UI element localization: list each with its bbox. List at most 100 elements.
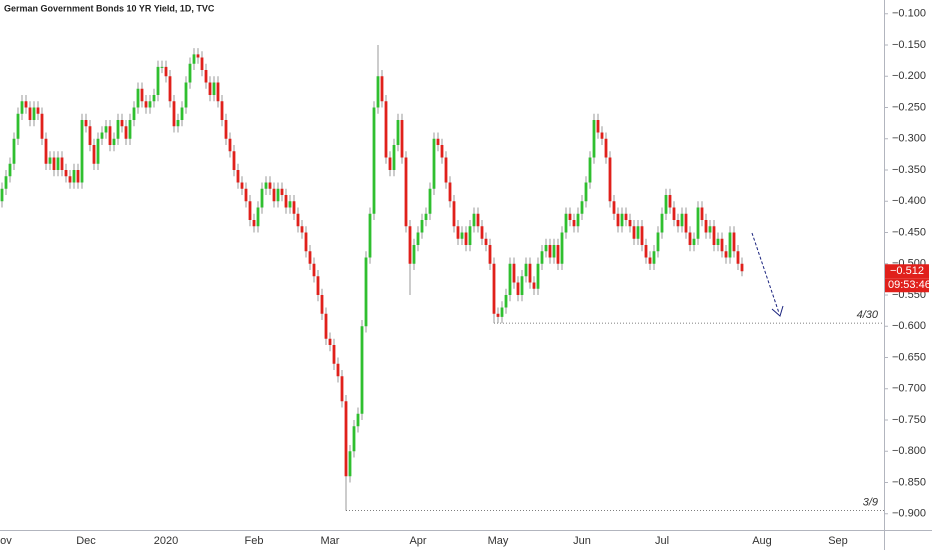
x-tick-label: Jun xyxy=(573,535,591,547)
candle-body xyxy=(524,263,528,277)
candle-body xyxy=(220,101,224,120)
candle-body xyxy=(528,263,532,283)
candle-body xyxy=(656,232,660,252)
candle-body xyxy=(512,263,516,283)
candle-body xyxy=(268,182,272,189)
candle-body xyxy=(160,66,164,68)
x-tick-label: Aug xyxy=(752,535,772,547)
candle-body xyxy=(80,120,84,183)
candle-body xyxy=(612,201,616,214)
candle-body xyxy=(408,226,412,264)
candle-body xyxy=(684,213,688,233)
y-tick-label: −0.900 xyxy=(892,508,926,520)
candle-body xyxy=(28,107,32,120)
candle-body xyxy=(244,188,248,202)
candle-body xyxy=(516,282,520,295)
candle-body xyxy=(300,226,304,233)
candle-body xyxy=(568,213,572,220)
candle-body xyxy=(420,220,424,233)
candle-body xyxy=(520,276,524,295)
candle-body xyxy=(352,426,356,452)
candle-body xyxy=(64,170,68,177)
candle-body xyxy=(692,238,696,245)
annotation-label: 4/30 xyxy=(857,309,879,321)
candle-body xyxy=(380,76,384,102)
candle-body xyxy=(360,326,364,414)
annotation-label: 3/9 xyxy=(863,497,878,509)
candle-body xyxy=(492,263,496,314)
candle-body xyxy=(280,188,284,195)
candle-body xyxy=(292,201,296,214)
candle-body xyxy=(248,201,252,220)
candle-body xyxy=(740,263,744,272)
candle-body xyxy=(448,182,452,202)
candle-body xyxy=(236,170,240,183)
candle-body xyxy=(168,76,172,102)
candles xyxy=(0,45,744,511)
candle-body xyxy=(700,207,704,220)
candle-body xyxy=(120,120,124,127)
candle-body xyxy=(152,95,156,102)
candle-body xyxy=(164,66,168,77)
candle-body xyxy=(184,82,188,108)
candle-body xyxy=(348,451,352,477)
candle-body xyxy=(252,220,256,227)
candle-body xyxy=(16,113,20,139)
candle-body xyxy=(48,157,52,164)
candle-body xyxy=(84,120,88,127)
candle-body xyxy=(108,126,112,145)
candle-body xyxy=(88,126,92,145)
candle-body xyxy=(576,213,580,227)
y-tick-label: −0.350 xyxy=(892,164,926,176)
candle-body xyxy=(672,207,676,220)
candle-body xyxy=(188,63,192,83)
candle-body xyxy=(712,226,716,245)
candle-body xyxy=(732,232,736,252)
candle-body xyxy=(460,232,464,239)
candle-body xyxy=(504,295,508,308)
candle-body xyxy=(124,126,128,139)
candle-body xyxy=(532,282,536,289)
candle-body xyxy=(320,295,324,314)
candle-body xyxy=(56,157,60,170)
candle-body xyxy=(436,138,440,145)
candle-body xyxy=(724,251,728,258)
candle-body xyxy=(340,376,344,402)
candle-body xyxy=(176,120,180,127)
candle-body xyxy=(52,157,56,170)
candle-body xyxy=(12,138,16,164)
candle-body xyxy=(216,82,220,102)
candle-body xyxy=(720,238,724,252)
candle-body xyxy=(404,157,408,227)
candle-body xyxy=(308,251,312,264)
candle-body xyxy=(580,201,584,214)
x-tick-label: Feb xyxy=(245,535,264,547)
candle-body xyxy=(620,213,624,227)
candle-body xyxy=(148,101,152,108)
x-tick-label: Jul xyxy=(655,535,669,547)
candle-body xyxy=(728,232,732,258)
candle-body xyxy=(444,157,448,183)
candle-body xyxy=(368,213,372,258)
candle-body xyxy=(716,238,720,245)
candle-body xyxy=(464,232,468,245)
y-tick-label: −0.850 xyxy=(892,476,926,488)
arrow-head xyxy=(771,305,784,317)
candle-body xyxy=(604,138,608,158)
candle-body xyxy=(688,232,692,245)
x-tick-label: Dec xyxy=(76,535,96,547)
candle-body xyxy=(24,101,28,108)
candle-body xyxy=(476,213,480,227)
candle-body xyxy=(40,113,44,139)
candle-body xyxy=(140,88,144,102)
x-tick-label: 2020 xyxy=(154,535,178,547)
candle-body xyxy=(632,226,636,239)
candle-body xyxy=(200,57,204,70)
candle-body xyxy=(484,238,488,245)
candle-body xyxy=(276,188,280,202)
candle-body xyxy=(608,157,612,202)
candle-body xyxy=(112,138,116,145)
